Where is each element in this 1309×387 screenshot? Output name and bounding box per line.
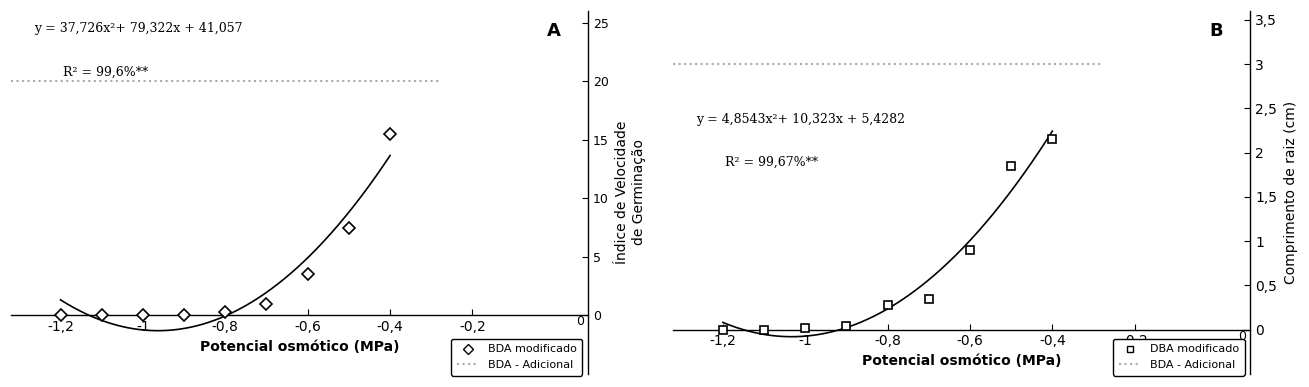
X-axis label: Potencial osmótico (MPa): Potencial osmótico (MPa) <box>863 354 1062 368</box>
Y-axis label: Índice de Velocidade
de Germinação: Índice de Velocidade de Germinação <box>615 121 645 264</box>
Text: y = 4,8543x²+ 10,323x + 5,4282: y = 4,8543x²+ 10,323x + 5,4282 <box>696 113 906 126</box>
Legend: BDA modificado, BDA - Adicional: BDA modificado, BDA - Adicional <box>452 339 583 375</box>
Text: y = 37,726x²+ 79,322x + 41,057: y = 37,726x²+ 79,322x + 41,057 <box>34 22 242 35</box>
Text: R² = 99,67%**: R² = 99,67%** <box>725 156 818 169</box>
Text: R² = 99,6%**: R² = 99,6%** <box>63 65 148 79</box>
Text: A: A <box>547 22 562 40</box>
Text: B: B <box>1210 22 1224 40</box>
Legend: DBA modificado, BDA - Adicional: DBA modificado, BDA - Adicional <box>1113 339 1245 375</box>
Y-axis label: Comprimento de raiz (cm): Comprimento de raiz (cm) <box>1284 101 1299 284</box>
Text: 0: 0 <box>576 315 584 328</box>
Text: 0: 0 <box>1238 330 1246 342</box>
X-axis label: Potencial osmótico (MPa): Potencial osmótico (MPa) <box>200 340 399 354</box>
